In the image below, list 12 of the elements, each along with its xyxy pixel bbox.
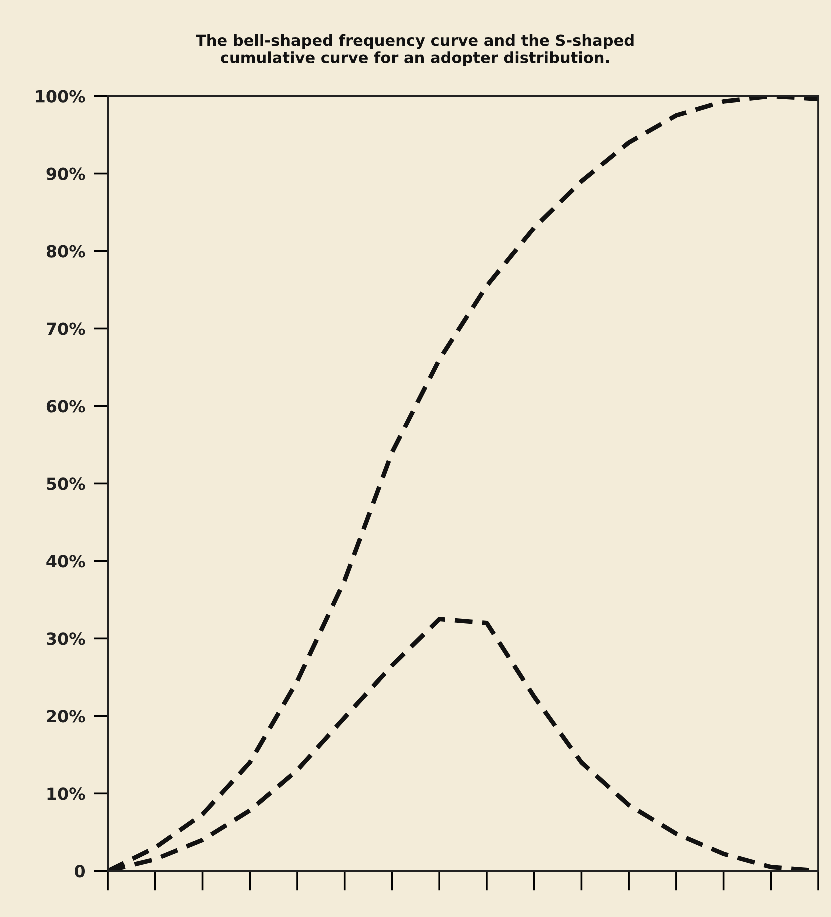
y-tick-label: 100% [36, 90, 86, 103]
y-tick-label: 50% [47, 478, 86, 490]
y-tick-label: 90% [46, 168, 86, 180]
y-tick-label: 20% [47, 710, 86, 723]
y-tick-label: 70% [47, 322, 86, 336]
y-tick-label: 30% [47, 632, 86, 646]
y-tick-label: 40% [46, 555, 86, 568]
y-tick-label: 80% [46, 245, 86, 258]
y-tick-label: 60% [46, 400, 86, 413]
y-tick-label: 0 [75, 865, 86, 878]
y-tick-label: 10% [48, 788, 86, 800]
chart-title: The bell-shaped frequency curve and the S-shaped cumulative curve for an adopter distribution. [196, 34, 634, 66]
